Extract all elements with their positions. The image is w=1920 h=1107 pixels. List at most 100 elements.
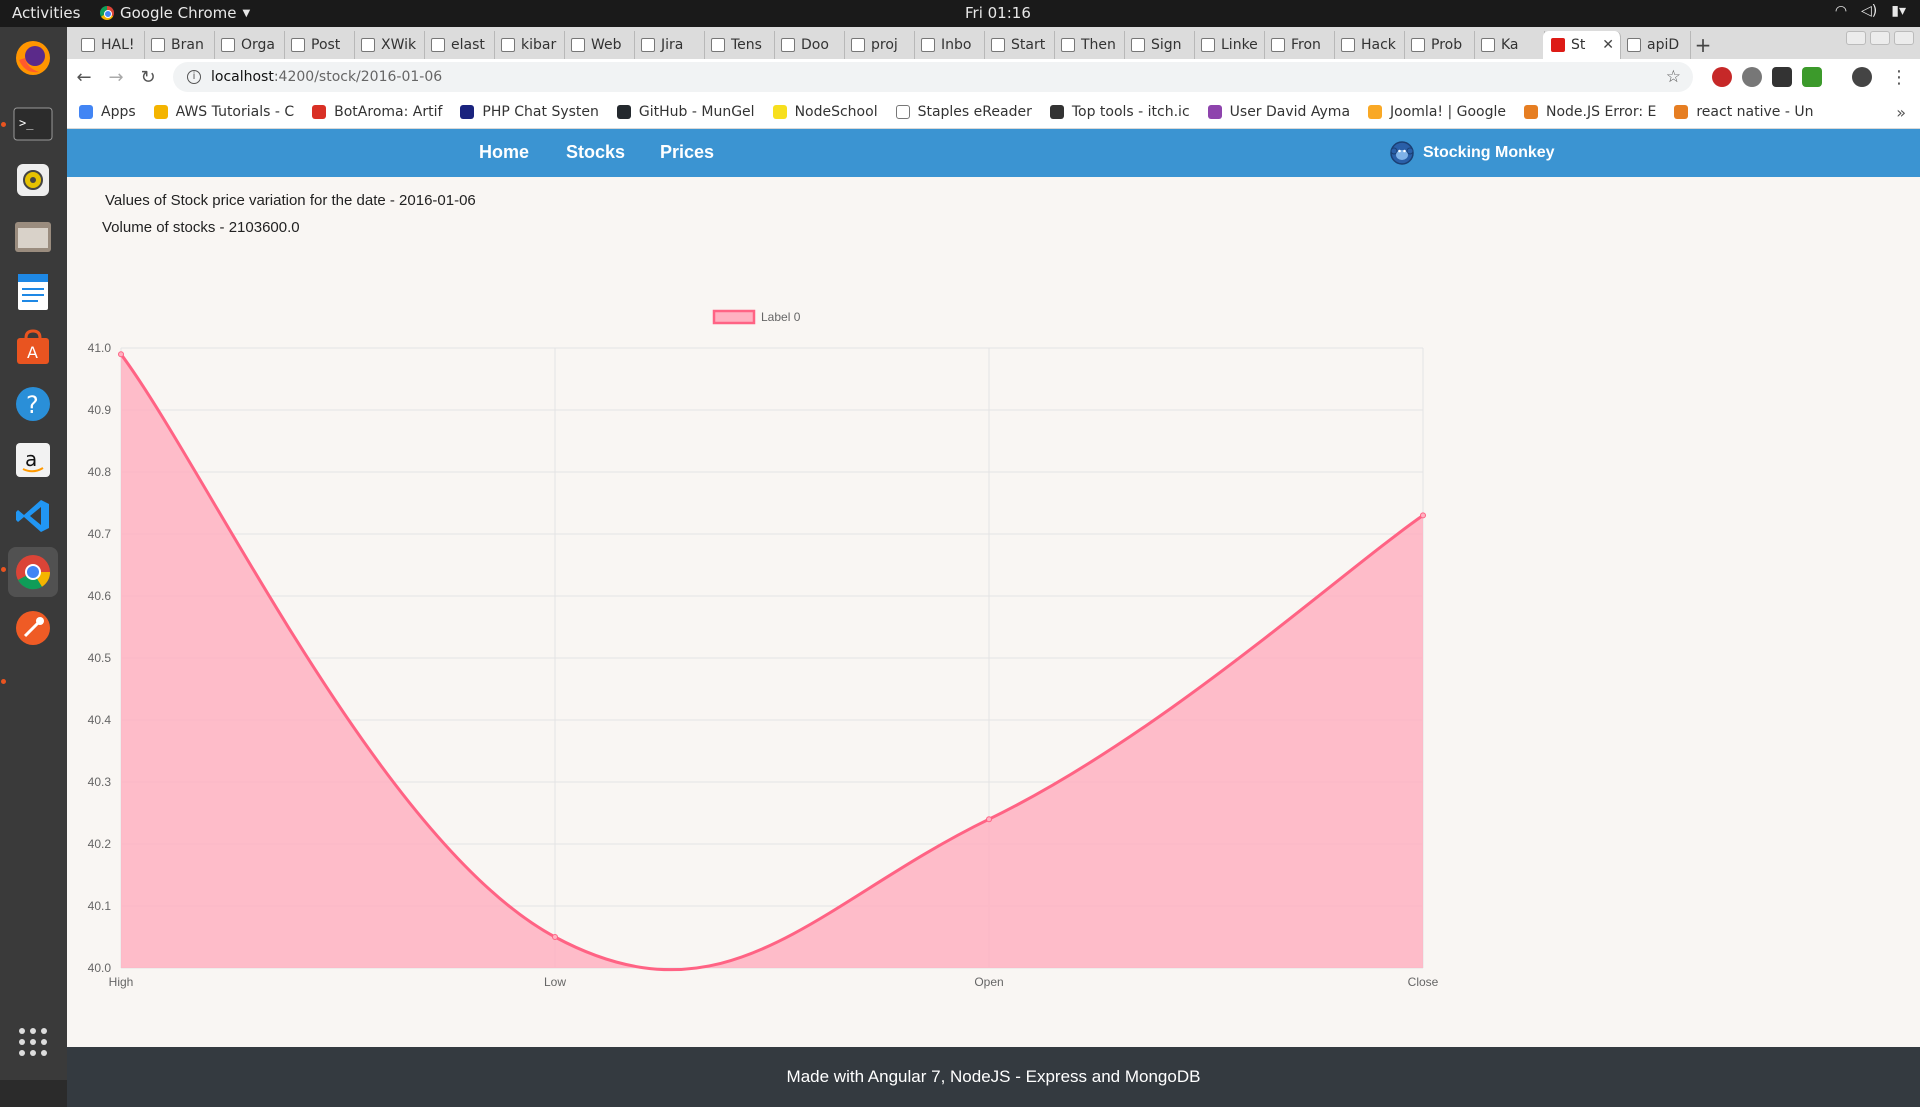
help-icon[interactable]: ? (8, 379, 58, 429)
tab[interactable]: Tens (703, 31, 775, 59)
bookmark-item[interactable]: BotAroma: Artif (312, 104, 442, 120)
rhythmbox-icon[interactable] (8, 155, 58, 205)
bookmark-icon (1674, 104, 1689, 119)
y-tick-label: 40.6 (88, 589, 112, 603)
data-point (552, 934, 558, 940)
monkey-logo-icon (1390, 141, 1414, 165)
tab[interactable]: Inbo (913, 31, 985, 59)
tab[interactable]: XWik (353, 31, 425, 59)
tab-label: Tens (731, 37, 762, 53)
tab[interactable]: HAL! (73, 31, 145, 59)
writer-icon[interactable] (8, 267, 58, 317)
terminal-icon[interactable]: >_ (8, 99, 58, 149)
bookmark-item[interactable]: Joomla! | Google (1368, 104, 1506, 120)
brand[interactable]: Stocking Monkey (1389, 140, 1555, 166)
maximize-icon[interactable] (1870, 31, 1890, 45)
address-bar[interactable]: i localhost:4200/stock/2016-01-06 ☆ (173, 62, 1693, 92)
extension-icon[interactable] (1742, 67, 1762, 87)
y-tick-label: 40.3 (88, 775, 112, 789)
tab[interactable]: Linke (1193, 31, 1265, 59)
bookmark-item[interactable]: Top tools - itch.ic (1049, 104, 1190, 120)
back-icon[interactable]: ← (76, 66, 92, 88)
tab[interactable]: proj (843, 31, 915, 59)
bookmark-item[interactable]: Staples eReader (895, 104, 1032, 120)
running-indicator (1, 679, 6, 684)
bookmark-item[interactable]: NodeSchool (772, 104, 878, 120)
bookmark-icon (153, 104, 168, 119)
more-bookmarks-icon[interactable]: » (1896, 103, 1906, 122)
tab[interactable]: Ka (1473, 31, 1545, 59)
bookmark-item[interactable]: Node.JS Error: E (1524, 104, 1656, 120)
tab[interactable]: kibar (493, 31, 565, 59)
extension-icon[interactable] (1712, 67, 1732, 87)
app-menu[interactable]: Google Chrome ▼ (100, 4, 250, 22)
profile-avatar[interactable] (1852, 67, 1872, 87)
tab[interactable]: apiD (1619, 31, 1691, 59)
bookmark-item[interactable]: AWS Tutorials - C (153, 103, 295, 120)
tab-active[interactable]: St ✕ (1543, 31, 1621, 59)
extension-icon[interactable] (1772, 67, 1792, 87)
show-apps-icon[interactable] (8, 1017, 58, 1067)
chrome-icon[interactable] (8, 547, 58, 597)
bookmark-item[interactable]: User David Ayma (1207, 104, 1350, 120)
reload-icon[interactable]: ↻ (140, 66, 156, 88)
app-navbar: Home Stocks Prices Stocking Monkey (67, 129, 1920, 177)
close-window-icon[interactable] (1894, 31, 1914, 45)
files-icon[interactable] (8, 211, 58, 261)
tab[interactable]: Fron (1263, 31, 1335, 59)
bookmark-item[interactable]: react native - Un (1674, 104, 1813, 120)
bookmark-label: Apps (101, 103, 136, 120)
bookmark-item[interactable]: GitHub - MunGel (616, 104, 755, 120)
clock[interactable]: Fri 01:16 (965, 4, 1031, 22)
nav-home[interactable]: Home (479, 142, 530, 162)
forward-icon[interactable]: → (108, 66, 124, 88)
page-icon (851, 38, 865, 52)
tab[interactable]: Bran (143, 31, 215, 59)
tab[interactable]: Web (563, 31, 635, 59)
page-icon (571, 38, 585, 52)
tab[interactable]: Doo (773, 31, 845, 59)
date-line: Values of Stock price variation for the … (105, 192, 476, 209)
y-tick-label: 40.7 (88, 527, 112, 541)
new-tab-button[interactable]: + (1694, 33, 1712, 57)
page-icon (991, 38, 1005, 52)
tab[interactable]: Orga (213, 31, 285, 59)
tab[interactable]: Sign (1123, 31, 1195, 59)
site-info-icon[interactable]: i (187, 70, 201, 84)
volume-icon[interactable]: ◁) (1861, 3, 1878, 19)
svg-text:A: A (27, 343, 38, 362)
bookmark-apps[interactable]: Apps (79, 104, 136, 120)
system-tray[interactable]: ◠ ◁) ▮▾ (1835, 3, 1906, 19)
tab[interactable]: Hack (1333, 31, 1405, 59)
tab[interactable]: Post (283, 31, 355, 59)
close-tab-icon[interactable]: ✕ (1602, 37, 1614, 53)
extension-icon[interactable] (1802, 67, 1822, 87)
tab[interactable]: Prob (1403, 31, 1475, 59)
running-indicator (1, 122, 6, 127)
firefox-icon[interactable] (8, 33, 58, 83)
minimize-icon[interactable] (1846, 31, 1866, 45)
nav-prices[interactable]: Prices (660, 142, 715, 162)
battery-icon[interactable]: ▮▾ (1891, 3, 1906, 19)
nav-stocks[interactable]: Stocks (566, 142, 626, 162)
menu-kebab-icon[interactable]: ⋮ (1890, 66, 1908, 88)
tab[interactable]: Start (983, 31, 1055, 59)
activities-button[interactable]: Activities (12, 4, 81, 22)
tab[interactable]: elast (423, 31, 495, 59)
bookmark-icon (616, 104, 631, 119)
postman-icon[interactable] (8, 603, 58, 653)
bookmark-item[interactable]: PHP Chat Systen (460, 104, 599, 120)
wifi-icon[interactable]: ◠ (1834, 3, 1848, 19)
vscode-icon[interactable] (8, 491, 58, 541)
tab[interactable]: Then (1053, 31, 1125, 59)
data-point (986, 816, 992, 823)
page-icon (1627, 38, 1641, 52)
bookmark-label: AWS Tutorials - C (175, 103, 295, 120)
amazon-icon[interactable]: a (8, 435, 58, 485)
footer: Made with Angular 7, NodeJS - Express an… (67, 1047, 1920, 1107)
tab[interactable]: Jira (633, 31, 705, 59)
software-center-icon[interactable]: A (8, 323, 58, 373)
page-icon (151, 38, 165, 52)
y-tick-label: 40.2 (88, 837, 112, 851)
bookmark-star-icon[interactable]: ☆ (1665, 67, 1681, 87)
